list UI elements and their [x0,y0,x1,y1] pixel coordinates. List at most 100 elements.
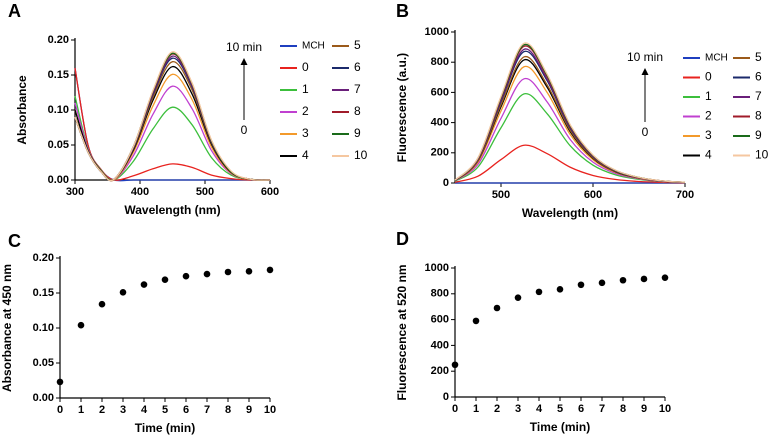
x-axis-title: Wavelength (nm) [522,206,618,220]
spectrum-line [454,48,686,184]
y-tick-label: 600 [431,314,449,326]
x-tick-label: 4 [141,404,148,416]
legend-label: 10 [354,148,368,162]
y-tick-label: 0 [443,177,449,189]
arrow-head [240,58,248,65]
data-point [556,285,564,293]
x-tick-label: 7 [599,403,605,415]
legend-label: 4 [705,148,712,162]
legend-label: 7 [354,82,361,96]
y-tick-label: 800 [431,288,449,300]
annotation: 0 [642,125,649,139]
legend-label: 1 [302,82,309,96]
x-tick-label: 700 [676,189,694,201]
data-point [140,281,148,288]
legend-label: 0 [302,60,309,74]
legend-label: 9 [755,128,762,142]
y-tick-label: 0.00 [48,174,69,186]
data-point [98,300,106,308]
data-point [182,272,190,280]
data-point [119,289,127,296]
legend-label: 3 [302,126,309,140]
x-axis-title: Time (min) [530,420,590,434]
y-tick-label: 0.10 [48,104,69,116]
legend-label: 6 [354,60,361,74]
x-tick-label: 400 [131,186,149,198]
x-tick-label: 10 [264,404,276,416]
x-tick-label: 5 [557,403,563,415]
data-point [451,361,459,369]
y-tick-label: 0.15 [48,69,69,81]
y-tick-label: 1000 [425,26,449,38]
y-tick-label: 0.15 [33,287,54,299]
annotation: 10 min [627,50,663,64]
spectrum-line [454,144,686,184]
data-point [598,279,606,287]
y-axis-title: Absorbance at 450 nm [0,264,14,392]
panel-letter: D [396,229,409,249]
x-axis-title: Time (min) [135,421,195,435]
x-tick-label: 6 [183,404,189,416]
spectrum-line [74,95,271,181]
x-tick-label: 6 [578,403,584,415]
x-tick-label: 10 [659,403,671,415]
data-point [661,274,669,281]
x-tick-label: 300 [66,186,84,198]
x-tick-label: 600 [584,189,602,201]
spectrum-line [454,59,686,184]
data-point [472,317,480,325]
spectrum-line [454,45,686,183]
y-tick-label: 0.05 [33,357,54,369]
spectrum-line [74,57,271,182]
spectrum-line [74,61,271,182]
x-tick-label: 8 [225,404,231,416]
y-tick-label: 0.00 [33,392,54,404]
x-tick-label: 1 [78,404,84,416]
y-tick-label: 0.20 [48,34,69,46]
y-axis-title: Absorbance [15,75,29,145]
arrow-head [641,68,649,75]
legend-label: 4 [302,148,309,162]
legend-label: 0 [705,70,712,84]
y-axis-title: Fluorescence at 520 nm [395,264,409,400]
x-tick-label: 9 [641,403,647,415]
data-point [577,281,585,289]
y-tick-label: 0 [443,391,449,403]
spectrum-line [454,50,686,184]
legend-label: 5 [755,50,762,64]
y-tick-label: 0.10 [33,322,54,334]
y-tick-label: 200 [431,365,449,377]
spectrum-line [454,42,686,183]
data-point [161,276,169,284]
legend-label: 2 [302,104,309,118]
y-tick-label: 0.20 [33,252,54,264]
data-point [514,294,522,301]
x-tick-label: 7 [204,404,210,416]
data-point [56,378,64,386]
x-tick-label: 5 [162,404,168,416]
data-point [493,304,501,312]
x-tick-label: 2 [99,404,105,416]
legend-label: 5 [354,38,361,52]
y-tick-label: 600 [431,86,449,98]
y-axis-title: Fluorescence (a.u.) [395,53,409,162]
data-point [245,268,253,275]
panel-letter: C [8,231,21,251]
y-tick-label: 400 [431,117,449,129]
x-tick-label: 500 [196,186,214,198]
legend-label: 8 [354,104,361,118]
x-tick-label: 9 [246,404,252,416]
data-point [266,266,274,274]
legend-label: 7 [755,89,762,103]
spectrum-line [74,53,271,182]
x-tick-label: 500 [492,189,510,201]
x-tick-label: 2 [494,403,500,415]
y-tick-label: 200 [431,147,449,159]
spectrum-line [454,56,686,184]
legend-label: 8 [755,109,762,123]
x-tick-label: 3 [120,404,126,416]
legend-label: 6 [755,70,762,84]
data-point [619,276,627,284]
